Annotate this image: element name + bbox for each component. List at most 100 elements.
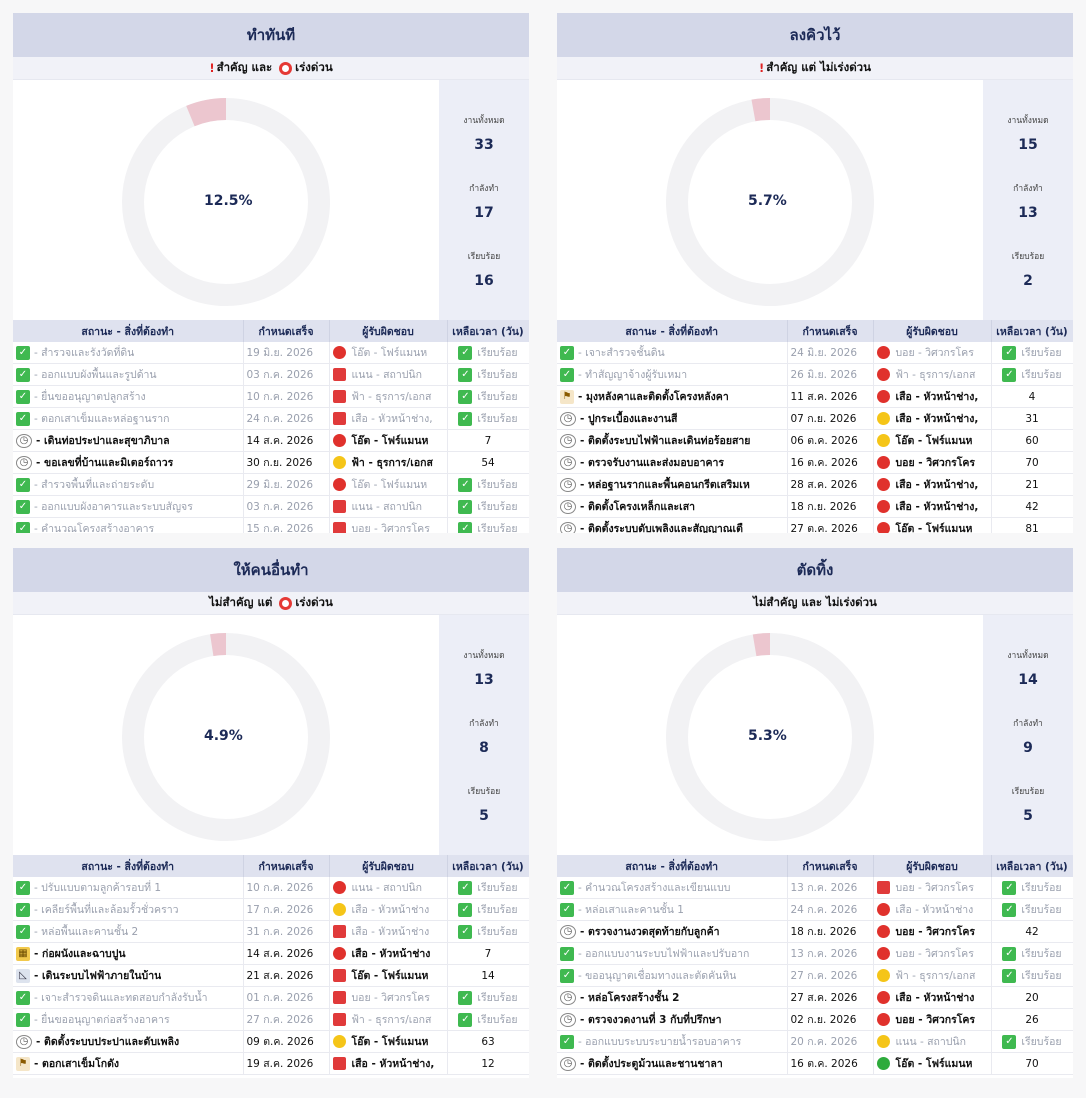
table-row[interactable]: ◷ - ติดตั้งประตูม้วนและชานชาลา 16 ต.ค. 202…	[557, 1052, 1073, 1075]
task-cell[interactable]: ✓ - คำนวณโครงสร้างอาคาร	[13, 517, 244, 533]
owner-cell[interactable]: บอย - วิศวกรโคร	[873, 942, 992, 965]
column-header[interactable]: สถานะ - สิ่งที่ต้องทำ	[557, 855, 788, 877]
owner-cell[interactable]: โอ๊ต - โฟร์แมนห	[873, 517, 992, 533]
owner-cell[interactable]: เสือ - หัวหน้าช่าง	[873, 898, 992, 921]
column-header[interactable]: เหลือเวลา (วัน)	[447, 855, 529, 877]
column-header[interactable]: ผู้รับผิดชอบ	[329, 855, 448, 877]
task-cell[interactable]: ◷ - หล่อฐานรากและพื้นคอนกรีตเสริมเห	[557, 473, 788, 496]
column-header[interactable]: ผู้รับผิดชอบ	[873, 855, 992, 877]
owner-cell[interactable]: โอ๊ต - โฟร์แมนห	[329, 964, 448, 987]
due-date-cell[interactable]: 27 ต.ค. 2026	[787, 517, 874, 533]
owner-cell[interactable]: เสือ - หัวหน้าช่าง,	[329, 407, 448, 430]
task-cell[interactable]: ✓ - เจาะสำรวจดินและทดสอบกำลังรับน้ำ	[13, 986, 244, 1009]
task-cell[interactable]: ✓ - หล่อพื้นและคานชั้น 2	[13, 920, 244, 943]
column-header[interactable]: กำหนดเสร็จ	[787, 855, 874, 877]
column-header[interactable]: กำหนดเสร็จ	[243, 320, 330, 342]
task-cell[interactable]: ⚑ - ตอกเสาเข็มโกดัง	[13, 1052, 244, 1075]
owner-cell[interactable]: เสือ - หัวหน้าช่าง,	[873, 385, 992, 408]
table-row[interactable]: ◷ - ขอเลขที่บ้านและมิเตอร์ถาวร 30 ก.ย. 202…	[13, 451, 529, 474]
owner-cell[interactable]: โอ๊ต - โฟร์แมนห	[329, 473, 448, 496]
check-square-icon[interactable]: ✓	[16, 499, 30, 514]
owner-cell[interactable]: เสือ - หัวหน้าช่าง,	[329, 1052, 448, 1075]
clock-icon[interactable]: ◷	[16, 455, 32, 470]
task-cell[interactable]: ◷ - เดินท่อประปาและสุขาภิบาล	[13, 429, 244, 452]
task-cell[interactable]: ◺ - เดินระบบไฟฟ้าภายในบ้าน	[13, 964, 244, 987]
clock-icon[interactable]: ◷	[16, 1034, 32, 1049]
check-square-icon[interactable]: ✓	[16, 1012, 30, 1027]
due-date-cell[interactable]: 03 ก.ค. 2026	[243, 363, 330, 386]
task-cell[interactable]: ◷ - ติดตั้งประตูม้วนและชานชาลา	[557, 1052, 788, 1075]
check-square-icon[interactable]: ✓	[16, 521, 30, 533]
table-row[interactable]: ◷ - ติดตั้งระบบประปาและดับเพลิง 09 ต.ค. 20…	[13, 1030, 529, 1053]
flag-icon[interactable]: ⚑	[16, 1056, 30, 1071]
due-date-cell[interactable]: 17 ก.ค. 2026	[243, 898, 330, 921]
remaining-cell[interactable]: 60	[991, 429, 1073, 452]
clock-icon[interactable]: ◷	[560, 924, 576, 939]
table-row[interactable]: ✓ - เจาะสำรวจชั้นดิน 24 มิ.ย. 2026 บอย - วิ…	[557, 342, 1073, 364]
due-date-cell[interactable]: 06 ต.ค. 2026	[787, 429, 874, 452]
table-row[interactable]: ◺ - เดินระบบไฟฟ้าภายในบ้าน 21 ส.ค. 2026 โอ๊…	[13, 964, 529, 987]
table-row[interactable]: ✓ - หล่อเสาและคานชั้น 1 24 ก.ค. 2026 เสือ -…	[557, 898, 1073, 921]
owner-cell[interactable]: โอ๊ต - โฟร์แมนห	[329, 429, 448, 452]
task-cell[interactable]: ✓ - คำนวณโครงสร้างและเขียนแบบ	[557, 877, 788, 899]
remaining-cell[interactable]: ✓ เรียบร้อย	[447, 1008, 529, 1031]
task-cell[interactable]: ✓ - สำรวจและรังวัดที่ดิน	[13, 342, 244, 364]
table-row[interactable]: ✓ - คำนวณโครงสร้างอาคาร 15 ก.ค. 2026 บอย - …	[13, 517, 529, 533]
remaining-cell[interactable]: ✓ เรียบร้อย	[447, 385, 529, 408]
owner-cell[interactable]: ฟ้า - ธุรการ/เอกส	[873, 964, 992, 987]
check-square-icon[interactable]: ✓	[16, 411, 30, 426]
table-row[interactable]: ⚑ - ตอกเสาเข็มโกดัง 19 ส.ค. 2026 เสือ - หัว…	[13, 1052, 529, 1075]
task-cell[interactable]: ◷ - ขอเลขที่บ้านและมิเตอร์ถาวร	[13, 451, 244, 474]
remaining-cell[interactable]: ✓ เรียบร้อย	[991, 1030, 1073, 1053]
table-row[interactable]: ◷ - ติดตั้งระบบดับเพลิงและสัญญาณเตื 27 ต.ค…	[557, 517, 1073, 533]
clock-icon[interactable]: ◷	[560, 455, 576, 470]
due-date-cell[interactable]: 02 ก.ย. 2026	[787, 1008, 874, 1031]
remaining-cell[interactable]: 70	[991, 1052, 1073, 1075]
remaining-cell[interactable]: ✓ เรียบร้อย	[447, 495, 529, 518]
owner-cell[interactable]: เสือ - หัวหน้าช่าง	[329, 942, 448, 965]
owner-cell[interactable]: บอย - วิศวกรโคร	[873, 1008, 992, 1031]
due-date-cell[interactable]: 16 ต.ค. 2026	[787, 451, 874, 474]
task-cell[interactable]: ◷ - ติดตั้งระบบไฟฟ้าและเดินท่อร้อยสาย	[557, 429, 788, 452]
column-header[interactable]: กำหนดเสร็จ	[787, 320, 874, 342]
owner-cell[interactable]: บอย - วิศวกรโคร	[873, 877, 992, 899]
table-row[interactable]: ✓ - ออกแบบระบบระบายน้ำรอบอาคาร 20 ก.ค. 202…	[557, 1030, 1073, 1053]
task-cell[interactable]: ◷ - ติดตั้งโครงเหล็กและเสา	[557, 495, 788, 518]
task-cell[interactable]: ◷ - ติดตั้งระบบดับเพลิงและสัญญาณเตื	[557, 517, 788, 533]
task-cell[interactable]: ✓ - ออกแบบระบบระบายน้ำรอบอาคาร	[557, 1030, 788, 1053]
task-cell[interactable]: ✓ - ออกแบบงานระบบไฟฟ้าและปรับอาก	[557, 942, 788, 965]
table-row[interactable]: ◷ - ตรวจรับงานและส่งมอบอาคาร 16 ต.ค. 2026 บ…	[557, 451, 1073, 474]
clock-icon[interactable]: ◷	[560, 433, 576, 448]
due-date-cell[interactable]: 11 ส.ค. 2026	[787, 385, 874, 408]
task-cell[interactable]: ✓ - ออกแบบผังอาคารและระบบสัญจร	[13, 495, 244, 518]
remaining-cell[interactable]: ✓ เรียบร้อย	[447, 342, 529, 364]
remaining-cell[interactable]: ✓ เรียบร้อย	[991, 342, 1073, 364]
due-date-cell[interactable]: 24 ก.ค. 2026	[787, 898, 874, 921]
table-row[interactable]: ✓ - ออกแบบงานระบบไฟฟ้าและปรับอาก 13 ก.ค. 2…	[557, 942, 1073, 965]
due-date-cell[interactable]: 24 ก.ค. 2026	[243, 407, 330, 430]
check-square-icon[interactable]: ✓	[16, 367, 30, 382]
check-square-icon[interactable]: ✓	[560, 902, 574, 917]
due-date-cell[interactable]: 16 ต.ค. 2026	[787, 1052, 874, 1075]
task-cell[interactable]: ◷ - ตรวจงานงวดสุดท้ายกับลูกค้า	[557, 920, 788, 943]
remaining-cell[interactable]: ✓ เรียบร้อย	[991, 964, 1073, 987]
task-cell[interactable]: ✓ - สำรวจพื้นที่และถ่ายระดับ	[13, 473, 244, 496]
owner-cell[interactable]: บอย - วิศวกรโคร	[873, 451, 992, 474]
remaining-cell[interactable]: 7	[447, 429, 529, 452]
owner-cell[interactable]: แนน - สถาปนิก	[329, 363, 448, 386]
table-row[interactable]: ⚑ - มุงหลังคาและติดตั้งโครงหลังคา 11 ส.ค. …	[557, 385, 1073, 408]
remaining-cell[interactable]: ✓ เรียบร้อย	[447, 407, 529, 430]
remaining-cell[interactable]: ✓ เรียบร้อย	[447, 473, 529, 496]
remaining-cell[interactable]: ✓ เรียบร้อย	[991, 363, 1073, 386]
remaining-cell[interactable]: 26	[991, 1008, 1073, 1031]
task-cell[interactable]: ✓ - ตอกเสาเข็มและหล่อฐานราก	[13, 407, 244, 430]
remaining-cell[interactable]: 4	[991, 385, 1073, 408]
task-cell[interactable]: ◷ - ปูกระเบื้องและงานสี	[557, 407, 788, 430]
table-row[interactable]: ✓ - ตอกเสาเข็มและหล่อฐานราก 24 ก.ค. 2026 เส…	[13, 407, 529, 430]
check-square-icon[interactable]: ✓	[560, 968, 574, 983]
table-row[interactable]: ◷ - ตรวจงานงวดสุดท้ายกับลูกค้า 18 ก.ย. 202…	[557, 920, 1073, 943]
table-row[interactable]: ✓ - หล่อพื้นและคานชั้น 2 31 ก.ค. 2026 เสือ …	[13, 920, 529, 943]
table-row[interactable]: ✓ - คำนวณโครงสร้างและเขียนแบบ 13 ก.ค. 2026…	[557, 877, 1073, 899]
check-square-icon[interactable]: ✓	[16, 477, 30, 492]
owner-cell[interactable]: โอ๊ต - โฟร์แมนห	[329, 342, 448, 364]
